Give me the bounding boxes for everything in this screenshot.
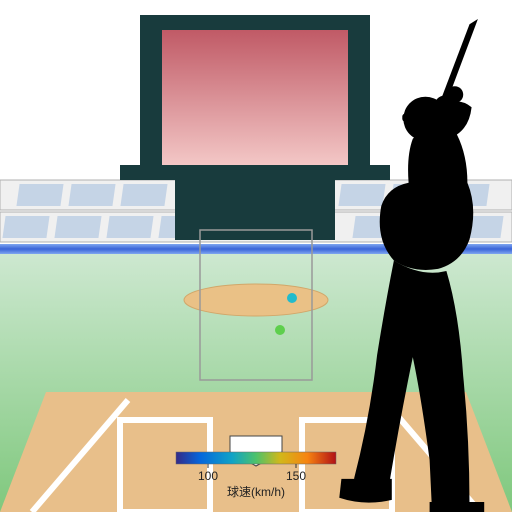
- stand-panel: [68, 184, 115, 206]
- colorbar-tick-label: 100: [198, 469, 218, 483]
- colorbar-label: 球速(km/h): [227, 485, 285, 499]
- scoreboard-lip: [120, 165, 140, 180]
- stand-panel: [16, 184, 63, 206]
- stand-panel: [2, 216, 49, 238]
- stand-panel: [54, 216, 101, 238]
- scoreboard-lip: [370, 165, 390, 180]
- pitch-marker: [287, 293, 297, 303]
- scoreboard-tower: [175, 180, 335, 240]
- speed-colorbar: [176, 452, 336, 464]
- colorbar-tick-label: 150: [286, 469, 306, 483]
- stand-panel: [338, 184, 385, 206]
- stand-panel: [120, 184, 167, 206]
- pitch-marker: [275, 325, 285, 335]
- stand-panel: [106, 216, 153, 238]
- pitchers-mound: [184, 284, 328, 316]
- scoreboard-screen: [162, 30, 348, 165]
